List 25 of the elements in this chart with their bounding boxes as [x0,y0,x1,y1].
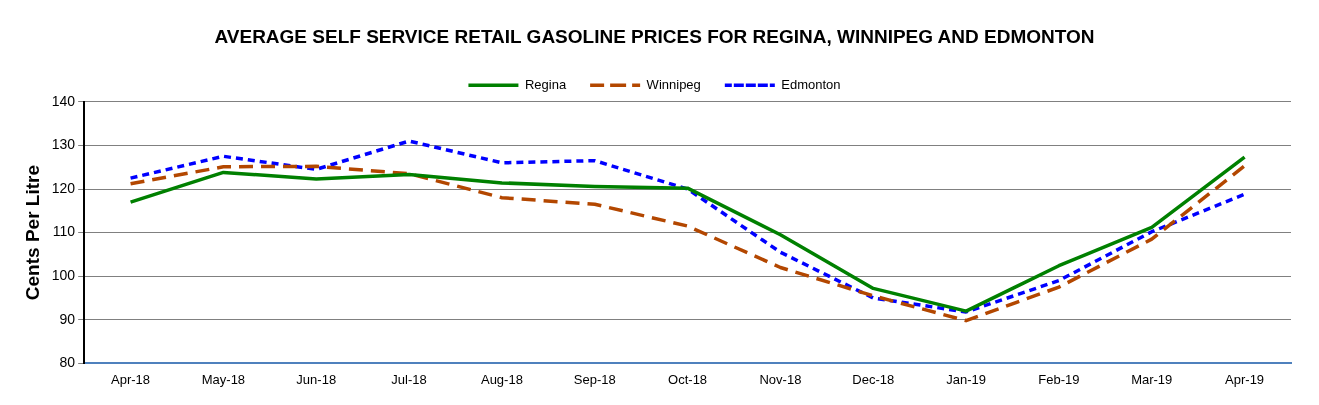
y-tick-label: 120 [51,179,76,196]
x-tick-label: Oct-18 [668,371,708,387]
y-tick-label: 80 [59,354,76,371]
x-tick-label: Apr-19 [1225,371,1265,387]
chart-title: AVERAGE SELF SERVICE RETAIL GASOLINE PRICES FOR REGINA, WINNIPEG AND EDMONTON [214,25,1095,47]
x-tick-label: Sep-18 [573,371,616,387]
y-tick-label: 140 [51,92,76,109]
x-tick-label: Jan-19 [946,371,986,387]
y-axis-title: Cents Per Litre [21,165,43,301]
x-tick-label: Mar-19 [1131,371,1173,387]
legend-label: Edmonton [781,76,841,92]
x-tick-label: Dec-18 [852,371,895,387]
legend-label: Regina [524,76,567,92]
x-tick-label: Jun-18 [296,371,337,387]
y-tick-label: 100 [51,267,76,284]
y-tick-label: 110 [52,223,76,240]
y-tick-label: 130 [51,136,76,153]
x-tick-label: Jul-18 [391,371,427,387]
x-tick-label: Feb-19 [1038,371,1080,387]
x-tick-label: Nov-18 [759,371,802,387]
x-tick-label: Apr-18 [111,371,151,387]
y-tick-label: 90 [59,310,76,327]
x-tick-label: Aug-18 [480,371,523,387]
x-tick-label: May-18 [201,371,246,387]
legend-label: Winnipeg [646,76,701,92]
